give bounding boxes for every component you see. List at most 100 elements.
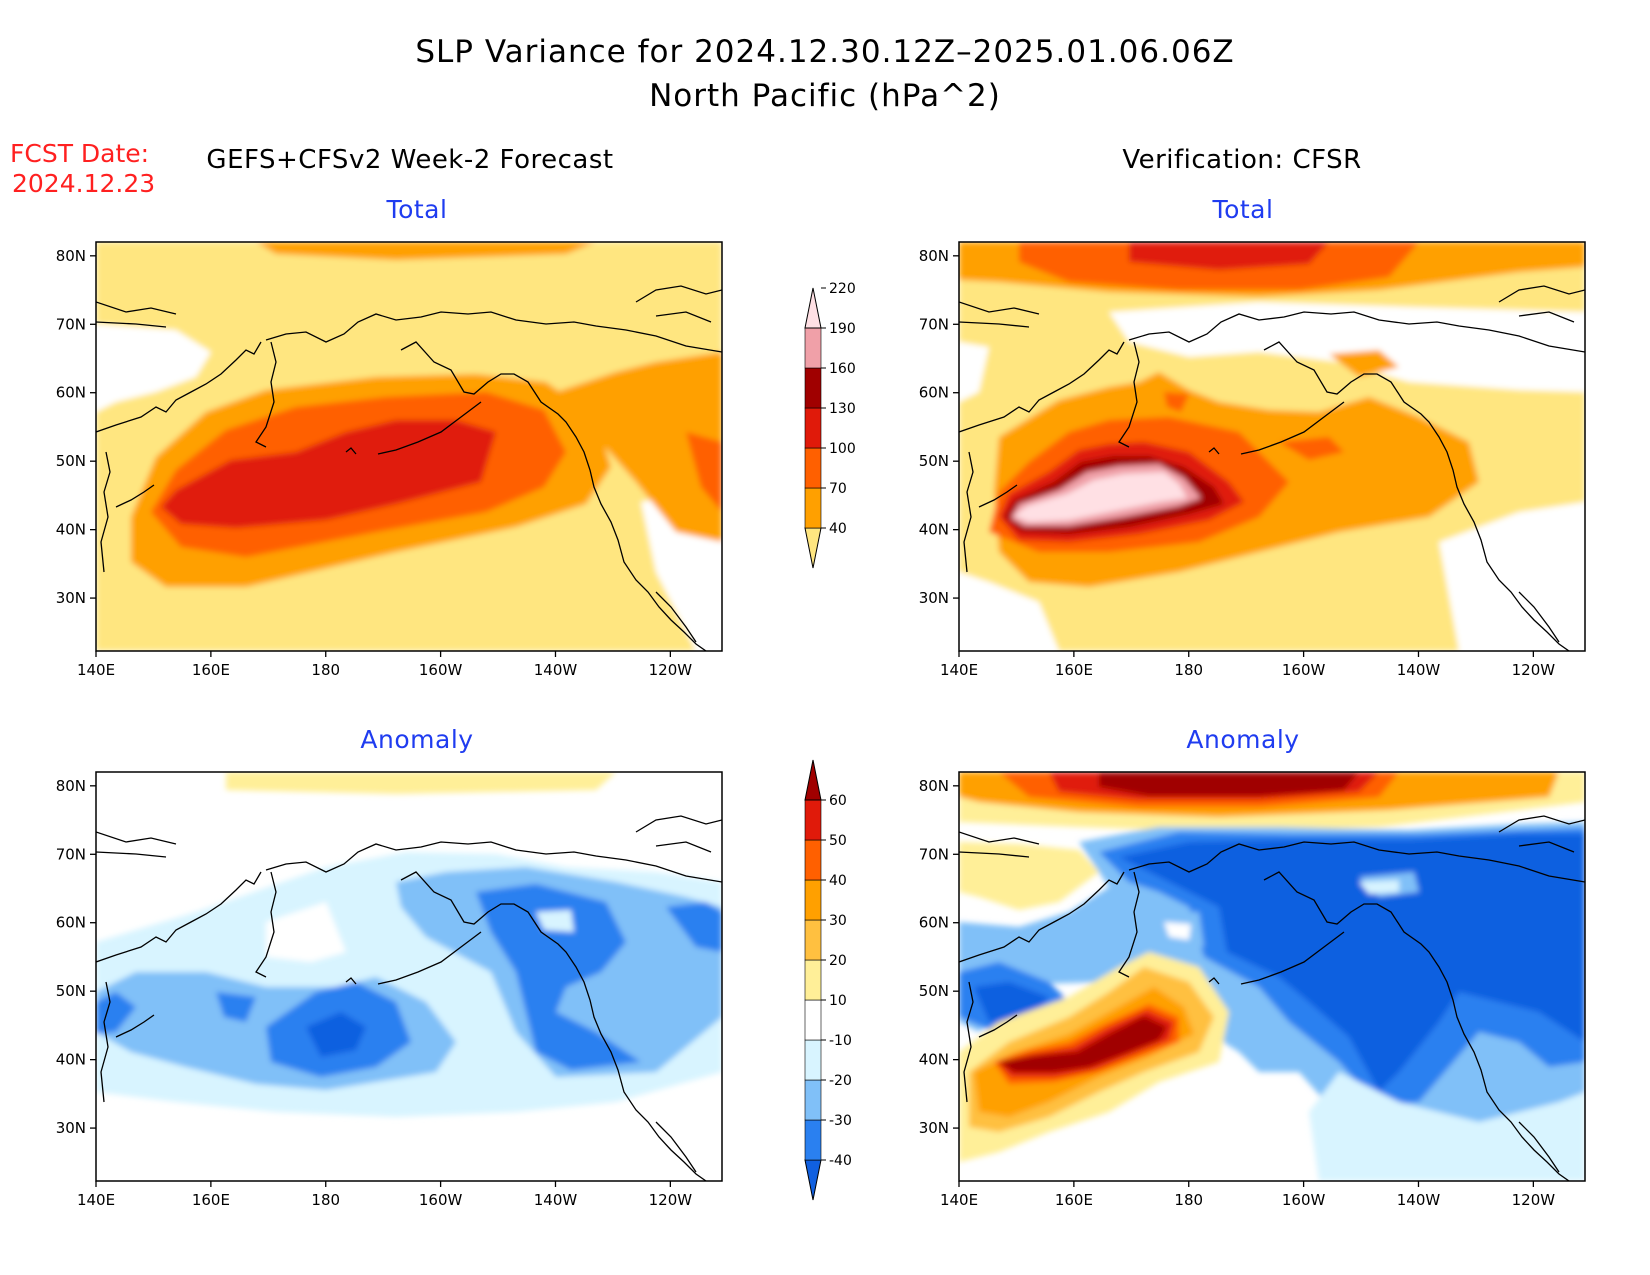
- lat-tick-label: 50N: [56, 452, 86, 470]
- colorbar-anomaly-swatch: [804, 1079, 822, 1121]
- lon-tick-label: 140E: [940, 1191, 978, 1209]
- colorbar-anomaly-swatch: [804, 839, 822, 881]
- lat-tick-label: 60N: [56, 914, 86, 932]
- panel-title-fcst-anomaly: Anomaly: [360, 725, 473, 754]
- colorbar-anomaly-swatch: [804, 999, 822, 1041]
- colorbar-total-level-label: 100: [829, 441, 856, 457]
- colorbar-anomaly-swatch: [804, 1159, 822, 1201]
- lat-tick-label: 30N: [56, 1119, 86, 1137]
- colorbar-total: 40 70 100 130 160 190 220: [804, 281, 856, 569]
- map-panel-verif-anomaly: [958, 771, 1586, 1182]
- colorbar-anomaly-level-label: 60: [829, 793, 847, 809]
- lon-tick-label: 160E: [192, 1191, 230, 1209]
- lat-tick-label: 70N: [56, 315, 86, 333]
- figure-subtitle: North Pacific (hPa^2): [649, 78, 1001, 114]
- lat-tick-label: 60N: [919, 384, 949, 402]
- lat-tick-label: 30N: [919, 1119, 949, 1137]
- colorbar-anomaly-swatch: [804, 1039, 822, 1081]
- lat-tick-label: 50N: [919, 452, 949, 470]
- lat-tick-label: 60N: [56, 384, 86, 402]
- lat-tick-label: 50N: [919, 982, 949, 1000]
- axes-fcst-total: 140E 160E 180 160W 140W 120W 30N 40N 50N 60N 70N 80…: [56, 247, 693, 679]
- lon-tick-label: 120W: [649, 1191, 693, 1209]
- figure-title: SLP Variance for 2024.12.30.12Z–2025.01.…: [415, 34, 1234, 70]
- colorbar-anomaly-level-label: -10: [829, 1033, 852, 1049]
- colorbar-anomaly-swatch: [804, 1119, 822, 1161]
- fcst-date-value: 2024.12.23: [12, 169, 155, 198]
- lat-tick-label: 70N: [56, 845, 86, 863]
- colorbar-total-swatch: [804, 287, 822, 329]
- lon-tick-label: 120W: [1512, 661, 1556, 679]
- lat-tick-label: 50N: [56, 982, 86, 1000]
- axes-verif-anomaly: 140E 160E 180 160W 140W 120W 30N 40N 50N 60N 70N 80…: [919, 777, 1556, 1209]
- colorbar-anomaly-swatch: [804, 799, 822, 841]
- panel-title-verif-total: Total: [1212, 195, 1274, 224]
- lon-tick-label: 160W: [419, 1191, 463, 1209]
- panel-title-verif-anomaly: Anomaly: [1186, 725, 1299, 754]
- lon-tick-label: 140E: [77, 1191, 115, 1209]
- lon-tick-label: 120W: [649, 661, 693, 679]
- lat-tick-label: 80N: [919, 247, 949, 265]
- colorbar-total-swatch: [804, 367, 822, 409]
- colorbar-total-level-label: 40: [829, 521, 847, 537]
- lat-tick-label: 70N: [919, 845, 949, 863]
- lon-tick-label: 160E: [1055, 1191, 1093, 1209]
- colorbar-anomaly-level-label: 50: [829, 833, 847, 849]
- lon-tick-label: 180: [311, 1191, 340, 1209]
- lat-tick-label: 40N: [56, 521, 86, 539]
- lon-tick-label: 140W: [534, 661, 578, 679]
- lon-tick-label: 160E: [192, 661, 230, 679]
- lon-tick-label: 140W: [534, 1191, 578, 1209]
- colorbar-anomaly-level-label: -40: [829, 1153, 852, 1169]
- lat-tick-label: 60N: [919, 914, 949, 932]
- lon-tick-label: 160E: [1055, 661, 1093, 679]
- lon-tick-label: 160W: [419, 661, 463, 679]
- lat-tick-label: 30N: [919, 589, 949, 607]
- colorbar-anomaly-level-label: 30: [829, 913, 847, 929]
- panel-title-fcst-total: Total: [386, 195, 448, 224]
- lon-tick-label: 180: [1174, 1191, 1203, 1209]
- colorbar-anomaly-swatch: [804, 959, 822, 1001]
- axes-verif-total: 140E 160E 180 160W 140W 120W 30N 40N 50N 60N 70N 80…: [919, 247, 1556, 679]
- lat-tick-label: 80N: [56, 777, 86, 795]
- lon-tick-label: 140W: [1397, 661, 1441, 679]
- lat-tick-label: 80N: [56, 247, 86, 265]
- lat-tick-label: 40N: [919, 1051, 949, 1069]
- lon-tick-label: 180: [311, 661, 340, 679]
- lon-tick-label: 140E: [940, 661, 978, 679]
- colorbar-total-swatch: [804, 527, 822, 569]
- left-column-title: GEFS+CFSv2 Week-2 Forecast: [206, 145, 613, 175]
- colorbar-anomaly-level-label: 40: [829, 873, 847, 889]
- colorbar-anomaly-level-label: -20: [829, 1073, 852, 1089]
- colorbar-total-swatch: [804, 447, 822, 489]
- lat-tick-label: 40N: [56, 1051, 86, 1069]
- colorbar-total-level-label: 190: [829, 321, 856, 337]
- lat-tick-label: 30N: [56, 589, 86, 607]
- lon-tick-label: 120W: [1512, 1191, 1556, 1209]
- lon-tick-label: 140W: [1397, 1191, 1441, 1209]
- colorbar-total-swatch: [804, 407, 822, 449]
- lon-tick-label: 140E: [77, 661, 115, 679]
- colorbar-total-level-label: 70: [829, 481, 847, 497]
- lat-tick-label: 40N: [919, 521, 949, 539]
- colorbar-total-swatch: [804, 487, 822, 529]
- lon-tick-label: 180: [1174, 661, 1203, 679]
- map-panel-fcst-anomaly: [95, 771, 723, 1182]
- map-panel-verif-total: [958, 241, 1586, 652]
- colorbar-anomaly-level-label: 10: [829, 993, 847, 1009]
- colorbar-total-level-label: 160: [829, 361, 856, 377]
- axes-fcst-anomaly: 140E 160E 180 160W 140W 120W 30N 40N 50N 60N 70N 80…: [56, 777, 693, 1209]
- colorbar-anomaly-level-label: -30: [829, 1113, 852, 1129]
- colorbar-total-swatch: [804, 327, 822, 369]
- right-column-title: Verification: CFSR: [1122, 145, 1361, 175]
- colorbar-anomaly-level-label: 20: [829, 953, 847, 969]
- lon-tick-label: 160W: [1282, 661, 1326, 679]
- map-axes: 140E 160E 180 160W 140W 120W 30N 40N 50N 60N 70N 80…: [56, 247, 1556, 1209]
- colorbar-anomaly-swatch: [804, 919, 822, 961]
- colorbar-anomaly: -40 -30 -20 -10 10 20 30 40 50 60: [804, 759, 852, 1201]
- colorbar-anomaly-swatch: [804, 879, 822, 921]
- lat-tick-label: 80N: [919, 777, 949, 795]
- fcst-date-label: FCST Date:: [10, 139, 149, 168]
- map-panel-fcst-total: [95, 241, 723, 652]
